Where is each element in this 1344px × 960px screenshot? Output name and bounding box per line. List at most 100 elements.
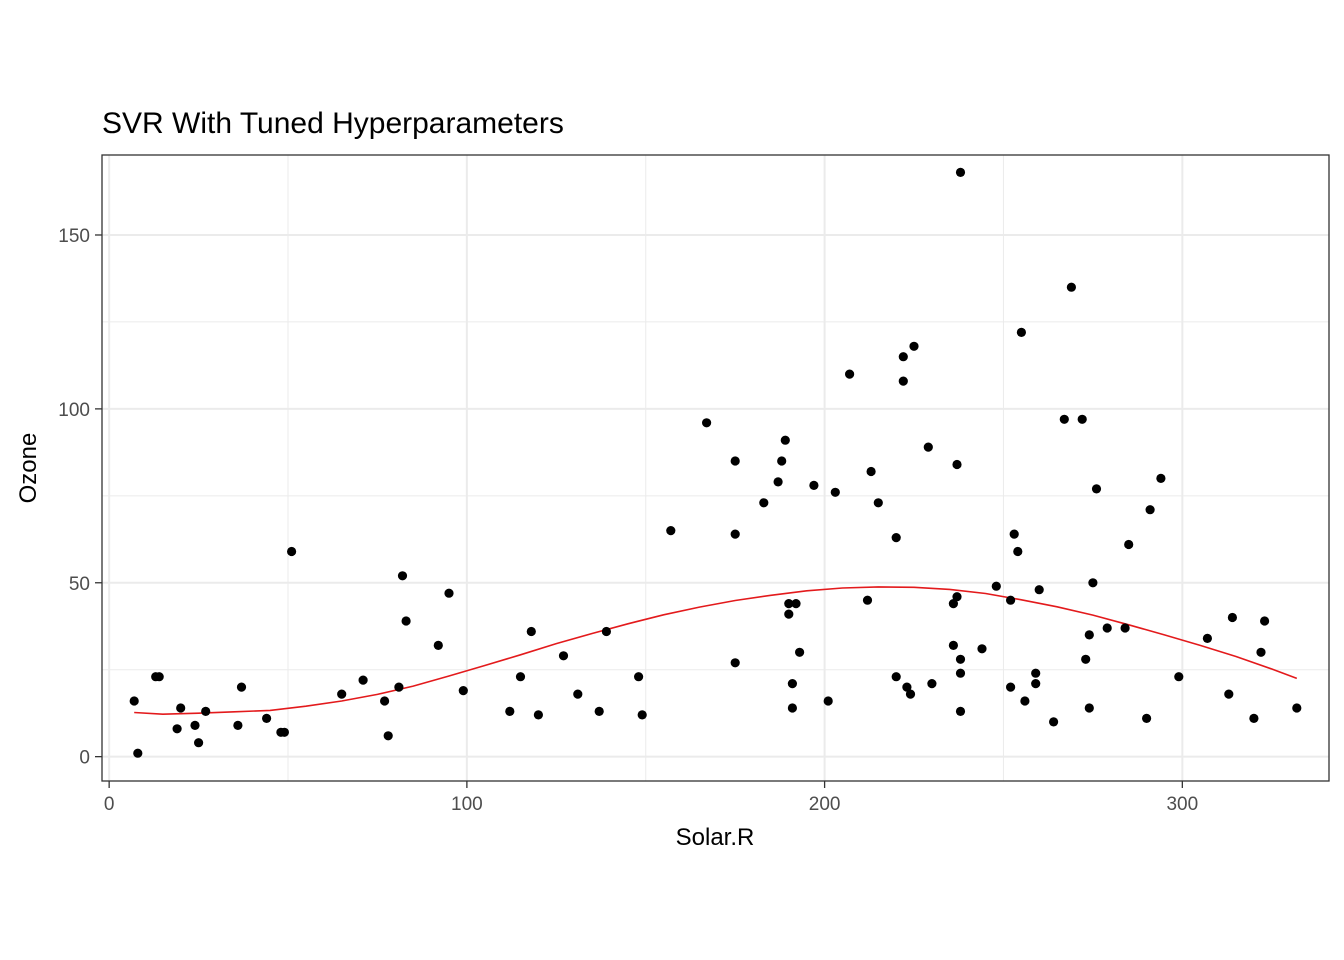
data-point — [1102, 623, 1112, 633]
data-point — [730, 456, 740, 466]
data-point — [637, 710, 647, 720]
data-point — [1156, 473, 1166, 483]
data-point — [233, 720, 243, 731]
data-point — [1249, 713, 1259, 724]
data-point — [526, 626, 536, 637]
data-point — [1013, 546, 1023, 557]
data-point — [955, 668, 966, 678]
data-point — [759, 498, 769, 508]
x-axis-ticks: 0 100 200 300 — [104, 781, 1198, 815]
data-point — [172, 724, 182, 734]
data-point — [730, 529, 740, 539]
data-point — [394, 682, 404, 692]
data-point — [1227, 612, 1237, 623]
data-point — [977, 644, 987, 654]
data-point — [891, 672, 901, 682]
data-point — [337, 689, 347, 699]
data-point — [262, 713, 272, 724]
data-point — [279, 727, 289, 737]
x-tick-label: 100 — [451, 794, 483, 815]
x-tick-label: 0 — [104, 794, 115, 815]
data-point — [1031, 679, 1041, 689]
data-point — [666, 526, 676, 536]
data-point — [1006, 682, 1016, 692]
data-point — [558, 651, 569, 661]
data-point — [955, 654, 966, 664]
data-point — [866, 466, 876, 477]
data-point — [1224, 689, 1234, 699]
data-point — [1016, 327, 1026, 337]
data-point — [923, 442, 933, 452]
data-points — [129, 167, 1302, 758]
data-point — [787, 703, 798, 713]
chart-title: SVR With Tuned Hyperparameters — [102, 107, 564, 140]
data-point — [902, 682, 912, 692]
grid-lines — [102, 155, 1329, 781]
y-axis-label: Ozone — [15, 433, 42, 504]
data-point — [1066, 282, 1076, 292]
data-point — [1256, 647, 1266, 657]
data-point — [634, 672, 644, 682]
data-point — [190, 720, 200, 731]
data-point — [1034, 585, 1044, 595]
data-point — [573, 689, 583, 699]
data-point — [458, 686, 468, 696]
data-point — [444, 588, 454, 598]
data-point — [823, 696, 833, 706]
data-point — [1077, 414, 1087, 424]
data-point — [129, 696, 139, 706]
data-point — [898, 376, 908, 386]
data-point — [533, 710, 544, 720]
data-point — [176, 703, 186, 713]
data-point — [955, 706, 966, 717]
y-tick-label: 0 — [79, 748, 90, 769]
data-point — [845, 369, 855, 379]
data-point — [955, 167, 966, 177]
data-point — [1142, 713, 1152, 724]
data-point — [1202, 633, 1212, 644]
panel-border — [101, 154, 1330, 782]
data-point — [1088, 578, 1098, 588]
data-point — [784, 599, 794, 609]
data-point — [1031, 668, 1041, 678]
data-point — [1084, 630, 1094, 640]
data-point — [194, 738, 204, 748]
data-point — [358, 675, 368, 685]
data-point — [702, 418, 712, 428]
data-point — [154, 672, 164, 682]
data-point — [1174, 672, 1184, 682]
data-point — [1049, 717, 1059, 727]
data-point — [952, 592, 962, 602]
data-point — [1084, 703, 1094, 713]
data-point — [1020, 696, 1030, 706]
y-tick-label: 150 — [58, 226, 90, 247]
data-point — [784, 609, 794, 619]
data-point — [777, 456, 787, 466]
y-tick-label: 50 — [69, 574, 90, 595]
data-point — [862, 595, 873, 605]
data-point — [201, 706, 211, 717]
data-point — [830, 487, 840, 497]
data-point — [809, 480, 819, 490]
data-point — [991, 581, 1001, 591]
data-point — [397, 571, 408, 581]
data-point — [780, 435, 790, 445]
svr-fit-line — [134, 586, 1298, 716]
x-axis-label: Solar.R — [676, 824, 755, 851]
data-point — [433, 640, 443, 651]
data-point — [773, 477, 783, 487]
data-point — [905, 689, 916, 699]
data-point — [133, 748, 143, 758]
data-point — [948, 599, 959, 609]
data-point — [594, 706, 604, 717]
data-point — [795, 647, 805, 657]
data-point — [1006, 595, 1016, 605]
data-point — [1260, 616, 1270, 626]
plot-panel — [102, 155, 1329, 781]
data-point — [1292, 703, 1302, 713]
data-point — [1059, 414, 1069, 424]
data-point — [791, 599, 801, 609]
data-point — [898, 352, 908, 362]
data-point — [383, 731, 393, 741]
